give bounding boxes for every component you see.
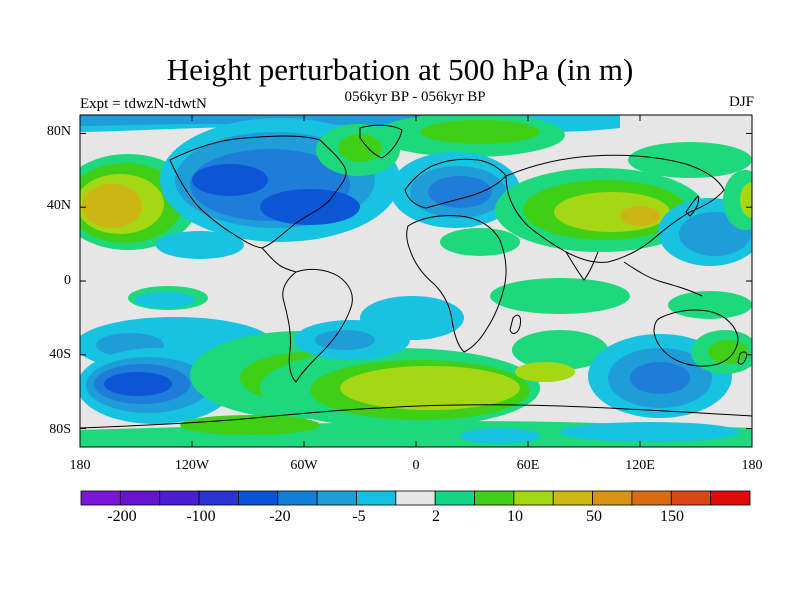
- colorbar-swatch: [159, 490, 200, 506]
- contour-fill-negw: [156, 231, 244, 259]
- contour-fill-negp: [104, 372, 172, 396]
- colorbar-swatch: [316, 490, 357, 506]
- contour-fill-poss: [515, 362, 575, 382]
- plot-subtitle: 056kyr BP - 056kyr BP: [344, 89, 486, 105]
- contour-region-west-pacific-negative: [658, 170, 752, 266]
- colorbar-swatch: [80, 490, 121, 506]
- contour-fill-negm: [315, 330, 375, 350]
- contour-fill-posm: [420, 120, 540, 144]
- coastlines: [80, 124, 752, 429]
- colorbar-swatch: [198, 490, 239, 506]
- colorbar-swatch: [592, 490, 633, 506]
- contour-fill-negp: [260, 189, 360, 225]
- lon-label-120e: 120E: [625, 458, 655, 473]
- lat-label-40n: 40N: [46, 198, 71, 213]
- contour-region-indian-ocean: [512, 330, 752, 418]
- contour-region-antarctic: [80, 415, 752, 447]
- coastline-new-zealand: [737, 351, 747, 365]
- coastline-india: [565, 251, 599, 281]
- lat-label-0: 0: [64, 273, 71, 288]
- colorbar-swatch: [474, 490, 515, 506]
- coastline-greenland: [359, 124, 403, 159]
- coastline-africa: [406, 215, 507, 353]
- contour-fill-negw: [135, 292, 195, 308]
- contour-fields: [80, 115, 752, 447]
- colorbar-swatch: [552, 490, 593, 506]
- colorbar-swatch: [356, 490, 397, 506]
- coastline-japan: [685, 195, 699, 217]
- colorbar-swatch: [119, 490, 161, 506]
- contour-fill-negw: [560, 422, 740, 442]
- colorbar-swatch: [710, 490, 751, 506]
- colorbar-swatch: [670, 490, 712, 506]
- colorbar-swatch: [631, 490, 672, 506]
- colorbar: [80, 490, 751, 506]
- contour-fill-posw: [628, 142, 752, 178]
- contour-fill-negs: [428, 176, 492, 208]
- lon-label-120w: 120W: [174, 458, 210, 473]
- coastline-north-america: [169, 135, 347, 249]
- colorbar-swatch: [395, 490, 436, 506]
- colorbar-swatch: [513, 490, 554, 506]
- contour-region-tropical-pattern: [128, 278, 752, 340]
- lon-label-60e: 60E: [516, 458, 540, 473]
- contour-fill-posw: [668, 291, 752, 319]
- lon-label-0: 0: [412, 458, 420, 473]
- contour-region-europe-negative: [390, 152, 520, 228]
- lat-label-80n: 80N: [46, 124, 71, 139]
- contour-fill-posm: [180, 415, 320, 435]
- contour-fill-negp: [192, 164, 268, 196]
- colorbar-swatch: [238, 490, 279, 506]
- contour-fill-posw: [440, 228, 520, 256]
- experiment-label: Expt = tdwzN-tdwtN: [80, 96, 207, 112]
- lat-label-80s: 80S: [49, 422, 71, 437]
- coastline-antarctica: [80, 404, 752, 429]
- plot-title: Height perturbation at 500 hPa (in m): [166, 52, 634, 87]
- contour-fill-posw: [490, 278, 630, 314]
- contour-region-north-atlantic-positive: [316, 115, 565, 176]
- lon-label-60w: 60W: [290, 458, 318, 473]
- contour-fill-poss: [340, 366, 520, 410]
- coastline-southeast-asia: [623, 261, 703, 297]
- contour-fill-posw: [512, 330, 608, 370]
- colorbar-swatch: [277, 490, 318, 506]
- lon-label-180w: 180: [69, 458, 91, 473]
- coastline-asia: [505, 154, 725, 263]
- colorbar-swatch: [434, 490, 475, 506]
- contour-fill-posw: [723, 170, 752, 230]
- colorbar-label-minus20: -20: [269, 508, 291, 525]
- lat-label-40s: 40S: [49, 347, 71, 362]
- colorbar-label-50: 50: [586, 508, 602, 525]
- contour-fill-negs: [630, 362, 690, 394]
- contour-fill-posm: [338, 134, 382, 162]
- contour-region-south-atlantic-negative: [294, 320, 410, 360]
- contour-fill-posp: [82, 184, 142, 228]
- axis-ticks: [79, 115, 753, 447]
- contour-fill-posm: [708, 340, 748, 364]
- coastline-australia: [653, 309, 739, 367]
- season-label: DJF: [728, 94, 754, 110]
- coastline-central-america: [261, 247, 297, 273]
- colorbar-label-minus5: -5: [352, 508, 366, 525]
- coastline-south-america: [282, 268, 353, 383]
- contour-fill-posp: [620, 206, 660, 226]
- lon-label-180e: 180: [741, 458, 763, 473]
- colorbar-label-150: 150: [660, 508, 684, 525]
- colorbar-label-2: 2: [432, 508, 440, 525]
- contour-region-subtropical-negative: [156, 228, 520, 259]
- colorbar-label-minus200: -200: [107, 508, 137, 525]
- colorbar-label-10: 10: [507, 508, 523, 525]
- contour-fill-poss: [740, 182, 752, 218]
- coastline-madagascar: [509, 314, 521, 334]
- contour-region-asia-positive: [495, 142, 752, 252]
- colorbar-label-minus100: -100: [186, 508, 216, 525]
- contour-fill-negw: [460, 428, 540, 444]
